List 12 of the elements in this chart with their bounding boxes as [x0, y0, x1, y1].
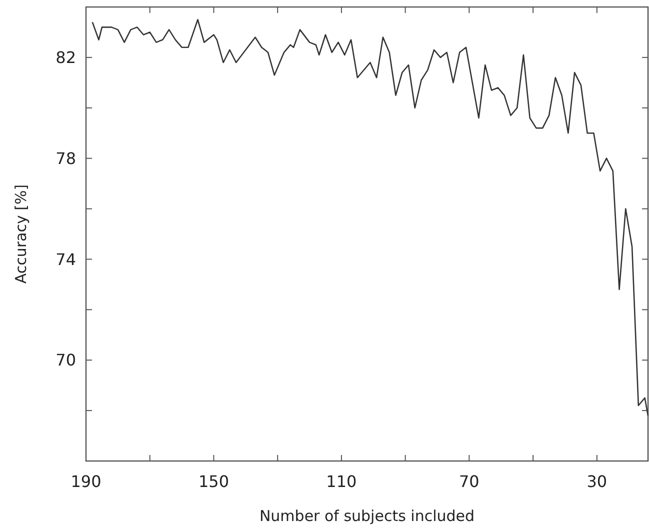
x-tick-label: 190 — [70, 472, 102, 491]
x-tick-label: 70 — [459, 472, 480, 491]
line-series — [92, 18, 649, 416]
y-tick-label: 82 — [56, 48, 76, 68]
x-tick-label: 110 — [326, 472, 357, 491]
y-tick-label: 78 — [56, 148, 76, 168]
y-tick-label: 74 — [56, 250, 76, 269]
x-tick-label: 30 — [586, 472, 608, 491]
y-axis-title: Accuracy [%] — [12, 184, 30, 284]
y-tick-label: 70 — [56, 350, 76, 370]
x-axis-title: Number of subjects included — [259, 507, 475, 525]
x-tick-label: 150 — [198, 472, 229, 491]
